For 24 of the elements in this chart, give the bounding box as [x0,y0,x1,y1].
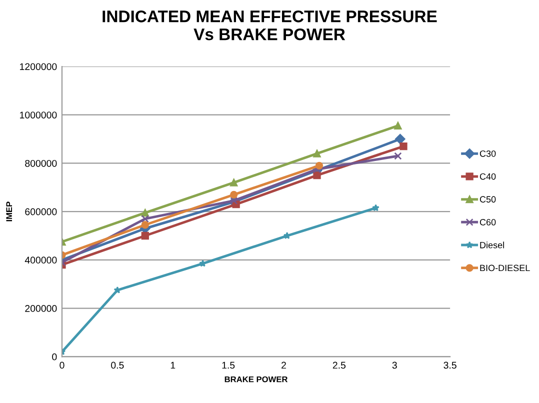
x-tick-label: 1 [170,362,176,369]
y-axis-title: IMEP [6,202,12,222]
legend-label: C50 [480,196,496,203]
y-tick-label: 600000 [25,208,57,216]
y-tick-label: 0 [52,353,57,360]
y-tick-label: 400000 [24,256,57,264]
legend-label: BIO-DIESEL [480,264,530,272]
x-tick-label: 3 [392,362,397,369]
legend-label: C40 [480,173,496,180]
x-tick-label: 3.5 [444,362,456,369]
x-tick-label: 1.5 [222,362,235,369]
y-tick-label: 1200000 [20,63,57,70]
x-tick-label: 2.5 [332,362,346,369]
y-tick-label: 200000 [25,305,57,312]
x-tick-label: 2 [282,362,286,369]
x-tick-label: 0.5 [111,362,124,369]
legend-label: C30 [480,150,496,157]
legend-label: C60 [480,219,496,226]
legend-label: Diesel [480,242,504,248]
y-tick-label: 800000 [25,160,57,167]
chart-title: INDICATED MEAN EFFECTIVE PRESSURE Vs BRAKE POWER [102,10,437,40]
x-tick-label: 0 [60,362,64,369]
x-axis-title: BRAKE POWER [224,376,288,382]
y-tick-label: 1000000 [20,112,57,118]
